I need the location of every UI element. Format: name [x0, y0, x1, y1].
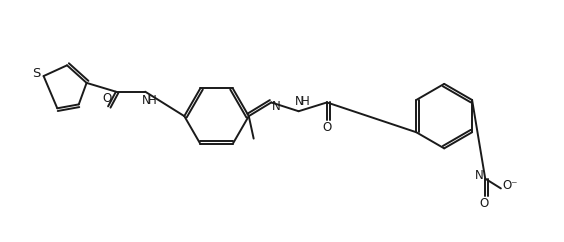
Text: O: O [322, 121, 332, 134]
Text: O: O [479, 197, 489, 210]
Text: N: N [475, 169, 484, 182]
Text: S: S [33, 67, 41, 80]
Text: N: N [295, 95, 304, 108]
Text: O⁻: O⁻ [502, 179, 517, 192]
Text: H: H [148, 94, 156, 107]
Text: N: N [142, 94, 151, 107]
Text: O: O [103, 92, 112, 105]
Text: H: H [301, 95, 310, 108]
Text: N: N [272, 100, 280, 113]
